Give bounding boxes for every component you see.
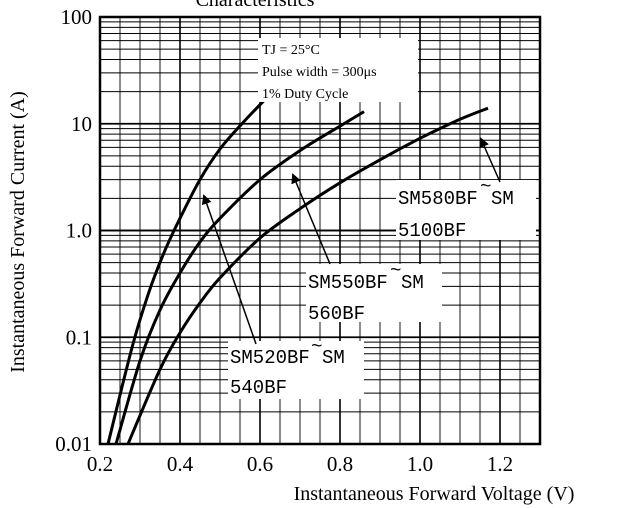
label-sm520-tilde: ~ — [311, 336, 322, 358]
x-tick-label: 1.0 — [407, 452, 433, 476]
label-sm550-line2: SM — [401, 272, 424, 294]
arrow-sm550-560 — [291, 173, 331, 265]
y-tick-label: 0.01 — [55, 432, 92, 456]
y-tick-label: 0.1 — [66, 325, 92, 349]
label-sm520-line3: 540BF — [230, 377, 287, 399]
note-duty-cycle: 1% Duty Cycle — [262, 87, 348, 102]
label-sm580-tilde: ~ — [480, 176, 491, 198]
x-tick-label: 1.2 — [487, 452, 513, 476]
arrow-sm580-5100 — [479, 137, 501, 183]
series-line — [106, 95, 270, 445]
y-axis-title: Instantaneous Forward Current (A) — [7, 91, 29, 373]
label-box-sm550-560 — [306, 264, 442, 322]
x-tick-label: 0.2 — [87, 452, 113, 476]
y-tick-label: 10 — [71, 112, 92, 136]
label-box-sm520-540 — [228, 341, 364, 399]
note-pulse-width: Pulse width = 300μs — [262, 65, 377, 80]
chart-title: Characteristics — [196, 0, 315, 11]
x-tick-labels: 0.2 0.4 0.6 0.8 1.0 1.2 — [87, 452, 513, 476]
series-label-sm580-5100: SM580BF ~ SM 5100BF — [396, 176, 536, 242]
label-box-sm580-5100 — [396, 180, 536, 240]
plot-frame — [98, 15, 542, 446]
conditions-note: TJ = 25°C Pulse width = 300μs 1% Duty Cy… — [258, 38, 418, 102]
label-sm550-line1: SM550BF — [308, 272, 388, 294]
series-label-sm550-560: SM550BF ~ SM 560BF — [306, 260, 442, 325]
label-sm580-line3: 5100BF — [398, 220, 466, 242]
label-sm550-line3: 560BF — [308, 303, 365, 325]
series-curves — [106, 95, 489, 445]
x-tick-label: 0.4 — [167, 452, 194, 476]
series-line — [126, 106, 489, 445]
label-sm580-line2: SM — [491, 188, 514, 210]
label-sm520-line2: SM — [322, 347, 345, 369]
x-tick-label: 0.8 — [327, 452, 353, 476]
label-sm520-line1: SM520BF — [230, 347, 310, 369]
y-tick-labels: 0.01 0.1 1.0 10 100 — [55, 5, 92, 456]
y-tick-label: 100 — [61, 5, 93, 29]
series-line — [114, 110, 365, 445]
series-label-sm520-540: SM520BF ~ SM 540BF — [228, 336, 364, 399]
x-axis-title: Instantaneous Forward Voltage (V) — [294, 483, 575, 505]
label-sm580-line1: SM580BF — [398, 188, 478, 210]
label-sm550-tilde: ~ — [390, 260, 401, 282]
arrow-sm520-540 — [201, 194, 257, 345]
note-tj: TJ = 25°C — [262, 43, 320, 58]
conditions-note-box — [258, 38, 418, 102]
y-tick-label: 1.0 — [66, 219, 92, 243]
x-tick-label: 0.6 — [247, 452, 273, 476]
